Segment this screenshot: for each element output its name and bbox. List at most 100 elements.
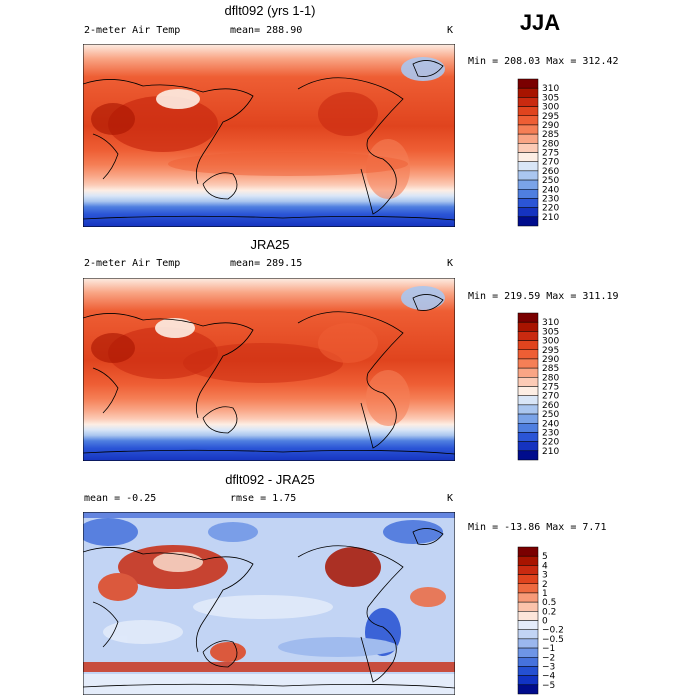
colorbar-swatch <box>517 179 539 190</box>
colorbar-swatch <box>517 404 539 415</box>
panel-2-map <box>83 278 455 461</box>
colorbar-swatch <box>517 152 539 162</box>
panel-1-minmax-label: Min = 208.03 Max = 312.42 <box>468 56 619 67</box>
colorbar-tick-label: 300 <box>542 337 559 347</box>
colorbar-tick-label: 285 <box>542 364 559 374</box>
colorbar-swatch <box>517 97 539 107</box>
season-title: JJA <box>519 10 561 35</box>
colorbar-swatch <box>517 367 539 378</box>
colorbar-tick-label: 4 <box>542 561 548 571</box>
colorbar-tick-label: 240 <box>542 419 559 429</box>
colorbar-swatch <box>517 216 539 227</box>
colorbar-tick-label: 2 <box>542 580 548 590</box>
colorbar-swatch <box>517 611 539 621</box>
colorbar-tick-label: −0.5 <box>542 635 564 645</box>
colorbar-tick-label: −1 <box>542 644 555 654</box>
colorbar-swatch <box>517 143 539 153</box>
colorbar-tick-label: 250 <box>542 176 559 186</box>
colorbar-tick-label: 0 <box>542 617 548 627</box>
colorbar-swatch <box>517 620 539 630</box>
colorbar-tick-label: 270 <box>542 158 559 168</box>
panel-3-mean-label: mean = -0.25 <box>84 493 157 504</box>
panel-1-colorbar: 3103053002952902852802752702602502402302… <box>517 78 559 227</box>
colorbar-tick-label: 270 <box>542 392 559 402</box>
colorbar-swatch <box>517 133 539 144</box>
colorbar-swatch <box>517 423 539 433</box>
panel-2-colorbar: 3103053002952902852802752702602502402302… <box>517 312 559 461</box>
colorbar-tick-label: 295 <box>542 112 559 122</box>
colorbar-tick-label: 275 <box>542 149 559 159</box>
colorbar-swatch <box>517 161 539 172</box>
colorbar-swatch <box>517 657 539 667</box>
colorbar-swatch <box>517 207 539 218</box>
colorbar-tick-label: 230 <box>542 194 559 204</box>
colorbar-tick-label: 305 <box>542 327 559 337</box>
colorbar-tick-label: 290 <box>542 355 559 365</box>
colorbar-swatch <box>517 413 539 424</box>
colorbar-swatch <box>517 377 539 387</box>
panel-3-unit-label: K <box>447 493 454 504</box>
colorbar-swatch <box>517 358 539 369</box>
colorbar-tick-label: 240 <box>542 185 559 195</box>
colorbar-swatch <box>517 312 539 323</box>
colorbar-tick-label: −5 <box>542 681 555 691</box>
panel-2-unit-label: K <box>447 258 454 269</box>
colorbar-swatch <box>517 565 539 575</box>
colorbar-tick-label: 5 <box>542 552 548 562</box>
panel-2-mean-label: mean= 289.15 <box>230 258 303 269</box>
colorbar-tick-label: 280 <box>542 139 559 149</box>
colorbar-tick-label: 250 <box>542 410 559 420</box>
colorbar-swatch <box>517 386 539 396</box>
colorbar-tick-label: 210 <box>542 213 559 223</box>
colorbar-tick-label: 260 <box>542 167 559 177</box>
colorbar-swatch <box>517 592 539 603</box>
panel-1-mean-label: mean= 288.90 <box>230 25 303 36</box>
colorbar-tick-label: 310 <box>542 318 559 328</box>
panel-2-title: JRA25 <box>250 237 290 252</box>
panel-2-minmax-label: Min = 219.59 Max = 311.19 <box>468 291 619 302</box>
colorbar-tick-label: 230 <box>542 428 559 438</box>
panel-3-map <box>83 512 455 695</box>
colorbar-tick-label: 260 <box>542 401 559 411</box>
colorbar-swatch <box>517 684 539 695</box>
panel-1-map <box>83 44 455 227</box>
colorbar-swatch <box>517 189 539 199</box>
panel-3-minmax-label: Min = -13.86 Max = 7.71 <box>468 522 607 533</box>
colorbar-tick-label: 300 <box>542 103 559 113</box>
colorbar-tick-label: 290 <box>542 121 559 131</box>
colorbar-swatch <box>517 666 539 676</box>
colorbar-swatch <box>517 638 539 649</box>
panel-1-variable-label: 2-meter Air Temp <box>84 25 181 36</box>
colorbar-swatch <box>517 115 539 126</box>
colorbar-tick-label: 280 <box>542 373 559 383</box>
colorbar-swatch <box>517 574 539 584</box>
colorbar-tick-label: 285 <box>542 130 559 140</box>
colorbar-tick-label: 1 <box>542 589 548 599</box>
colorbar-swatch <box>517 331 539 341</box>
colorbar-swatch <box>517 441 539 452</box>
colorbar-swatch <box>517 555 539 566</box>
colorbar-swatch <box>517 124 539 135</box>
colorbar-tick-label: 0.2 <box>542 607 556 617</box>
colorbar-tick-label: −3 <box>542 662 555 672</box>
colorbar-tick-label: −2 <box>542 653 555 663</box>
colorbar-swatch <box>517 450 539 461</box>
panel-1-unit-label: K <box>447 25 454 36</box>
colorbar-swatch <box>517 647 539 658</box>
colorbar-tick-label: −4 <box>542 672 556 682</box>
colorbar-tick-label: 220 <box>542 204 559 214</box>
panel-2-variable-label: 2-meter Air Temp <box>84 258 181 269</box>
colorbar-swatch <box>517 395 539 406</box>
colorbar-tick-label: 3 <box>542 571 548 581</box>
panel-3-title: dflt092 - JRA25 <box>225 472 315 487</box>
panel-1-title: dflt092 (yrs 1-1) <box>224 3 316 18</box>
panel-3-rmse-label: rmse = 1.75 <box>230 493 297 504</box>
colorbar-swatch <box>517 198 539 208</box>
colorbar-tick-label: 220 <box>542 438 559 448</box>
colorbar-tick-label: −0.2 <box>542 626 564 636</box>
colorbar-swatch <box>517 321 539 332</box>
colorbar-tick-label: 305 <box>542 93 559 103</box>
colorbar-swatch <box>517 675 539 686</box>
colorbar-swatch <box>517 87 539 98</box>
colorbar-swatch <box>517 583 539 594</box>
